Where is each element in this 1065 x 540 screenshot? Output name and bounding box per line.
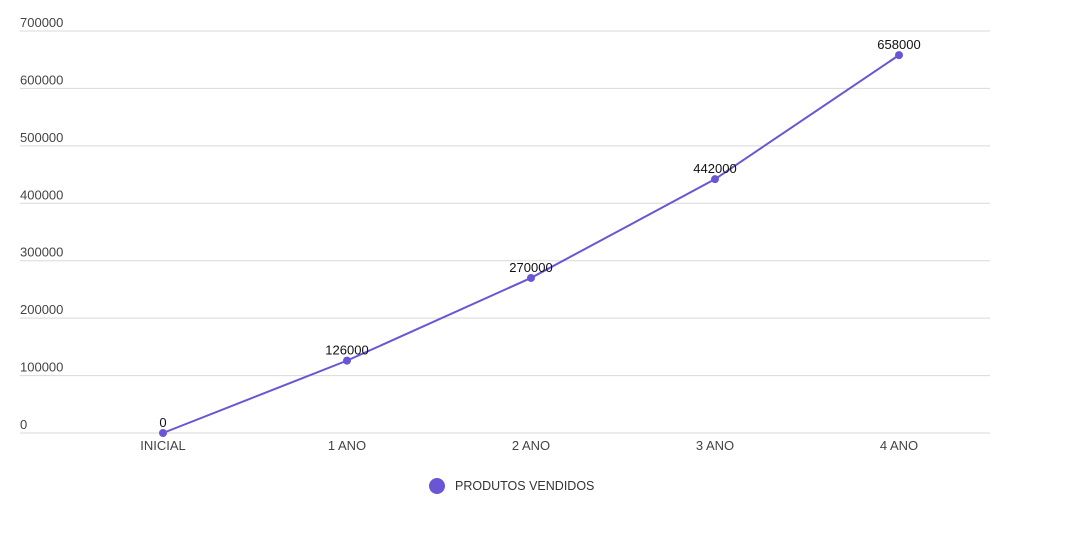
data-point[interactable]: [895, 51, 903, 60]
y-axis: 0 100000 200000 300000 400000 500000 600000 700…: [20, 15, 63, 432]
legend-marker[interactable]: [429, 478, 445, 494]
y-tick-label: 400000: [20, 187, 63, 202]
y-tick-label: 500000: [20, 130, 63, 145]
data-point[interactable]: [343, 356, 351, 365]
data-label: 0: [159, 415, 166, 430]
legend-label[interactable]: PRODUTOS VENDIDOS: [455, 479, 594, 493]
series-lines: [162, 54, 900, 434]
x-tick-label: 1 ANO: [328, 438, 366, 453]
x-tick-label: 2 ANO: [512, 438, 550, 453]
x-tick-label: 4 ANO: [880, 438, 918, 453]
y-tick-label: 0: [20, 417, 27, 432]
x-axis: INICIAL 1 ANO 2 ANO 3 ANO 4 ANO: [140, 438, 918, 453]
y-tick-label: 100000: [20, 360, 63, 375]
y-tick-label: 300000: [20, 245, 63, 260]
data-point[interactable]: [159, 429, 167, 437]
y-tick-label: 600000: [20, 72, 63, 87]
data-label: 442000: [693, 161, 736, 176]
data-label: 658000: [877, 37, 920, 52]
data-point[interactable]: [711, 175, 719, 184]
data-points: [159, 51, 903, 437]
y-tick-label: 200000: [20, 302, 63, 317]
data-labels: 0 126000 270000 442000 658000: [159, 37, 920, 430]
data-label: 126000: [325, 343, 368, 358]
data-point[interactable]: [527, 273, 535, 282]
legend: PRODUTOS VENDIDOS: [429, 478, 594, 494]
gridlines: [20, 30, 990, 434]
series-line: [162, 54, 900, 434]
y-tick-label: 700000: [20, 15, 63, 30]
x-tick-label: INICIAL: [140, 438, 186, 453]
data-label: 270000: [509, 260, 552, 275]
x-tick-label: 3 ANO: [696, 438, 734, 453]
